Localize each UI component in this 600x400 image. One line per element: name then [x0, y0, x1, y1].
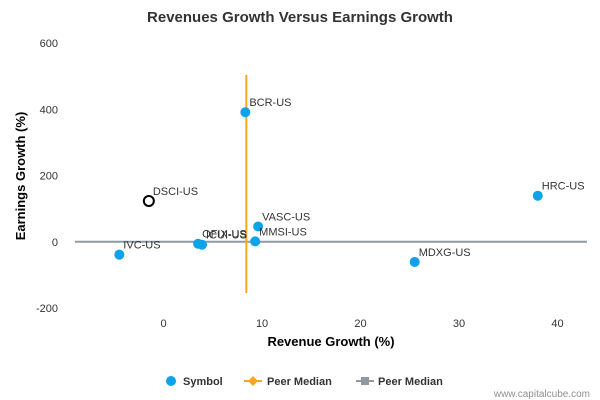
legend-peer-median-x-label: Peer Median [267, 376, 332, 388]
point-label: IVC-US [123, 240, 160, 252]
point-label: VASC-US [262, 212, 310, 224]
legend-peer-median-y-marker [361, 377, 369, 385]
legend-peer-median-x-marker [248, 376, 258, 386]
point-label: BCR-US [249, 97, 291, 109]
peer-median-lines [75, 75, 587, 293]
y-tick-label: 400 [40, 104, 58, 116]
legend-peer-median-y-label: Peer Median [378, 376, 443, 388]
point-labels: BCR-US HRC-US VASC-US MMSI-US ICUI-USOFIX-US… [123, 97, 584, 259]
data-point[interactable] [250, 236, 261, 247]
y-tick-label: 0 [52, 237, 58, 249]
x-tick-label: 20 [354, 318, 366, 330]
x-tick-labels: 0 10 20 30 40 [161, 318, 564, 330]
point-label: DSCI-US [153, 186, 198, 198]
point-label: MMSI-US [259, 226, 307, 238]
point-label: HRC-US [542, 181, 585, 193]
point-label: OFIX-US [202, 229, 247, 241]
legend-item-peer-median-x[interactable]: Peer Median [244, 376, 332, 388]
x-tick-label: 30 [453, 318, 465, 330]
y-axis-title: Earnings Growth (%) [13, 112, 28, 241]
legend-symbol-label: Symbol [183, 376, 223, 388]
y-tick-label: 600 [40, 38, 58, 50]
y-tick-label: -200 [36, 303, 58, 315]
data-point-highlight[interactable] [142, 195, 155, 208]
legend-item-peer-median-y[interactable]: Peer Median [356, 376, 443, 388]
x-axis-title: Revenue Growth (%) [267, 334, 394, 349]
data-point[interactable] [240, 107, 251, 118]
legend-item-symbol[interactable]: Symbol [166, 376, 223, 388]
x-tick-label: 10 [256, 318, 268, 330]
data-point[interactable] [409, 256, 420, 267]
chart-title: Revenues Growth Versus Earnings Growth [147, 9, 453, 26]
credit-text[interactable]: www.capitalcube.com [493, 389, 590, 400]
y-tick-labels: -200 0 200 400 600 [36, 38, 58, 315]
point-label: MDXG-US [419, 247, 471, 259]
data-points [114, 107, 543, 267]
point-label: ICUI-US [206, 230, 247, 242]
data-point[interactable] [532, 190, 543, 201]
x-tick-label: 40 [551, 318, 563, 330]
x-tick-label: 0 [161, 318, 167, 330]
y-tick-label: 200 [40, 171, 58, 183]
data-point[interactable] [253, 221, 264, 232]
data-point[interactable] [193, 238, 204, 249]
data-point[interactable] [114, 249, 125, 260]
legend-symbol-marker [166, 376, 176, 386]
legend: Symbol Peer Median Peer Median [166, 376, 443, 388]
